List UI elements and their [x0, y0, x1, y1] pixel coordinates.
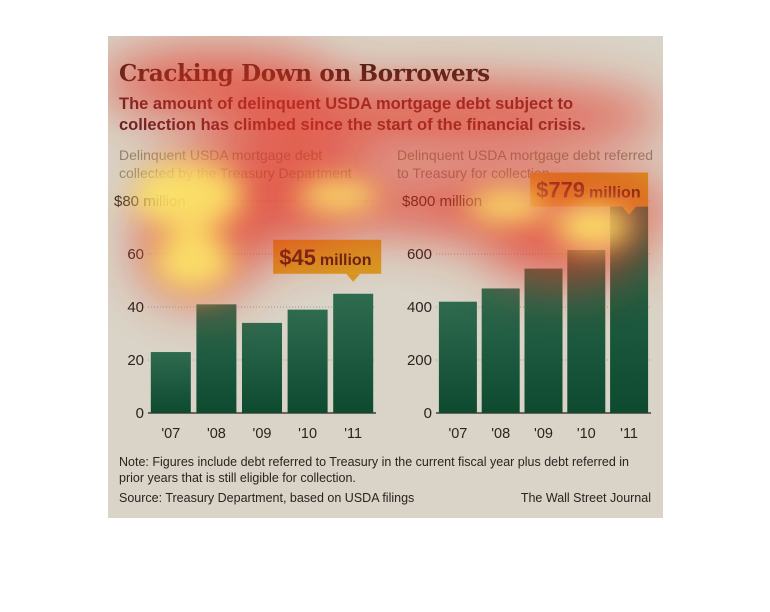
- y-tick-label: 20: [127, 352, 144, 369]
- x-tick-label: '08: [207, 426, 226, 442]
- x-tick-label: '08: [491, 426, 510, 442]
- chart-card: Cracking Down on Borrowers The amount of…: [108, 36, 663, 518]
- y-tick-label: $80 million: [114, 193, 186, 210]
- x-tick-label: '09: [534, 426, 553, 442]
- x-tick-label: '09: [253, 426, 272, 442]
- publisher-credit: The Wall Street Journal: [520, 491, 651, 505]
- y-tick-label: 200: [407, 352, 432, 369]
- y-tick-label: 60: [127, 246, 144, 263]
- bar: [481, 288, 520, 413]
- bar: [196, 304, 237, 413]
- y-tick-label: 600: [407, 246, 432, 263]
- y-tick-label: 40: [127, 299, 144, 316]
- bar: [524, 268, 563, 413]
- x-tick-label: '10: [577, 426, 596, 442]
- bar: [333, 293, 374, 413]
- x-tick-label: '07: [448, 426, 467, 442]
- right-chart: $800 million6004002000'07'08'09'10'11$77…: [402, 172, 651, 442]
- x-tick-label: '10: [298, 426, 317, 442]
- footnote: Note: Figures include debt referred to T…: [119, 455, 629, 485]
- y-tick-label: $800 million: [402, 193, 482, 210]
- x-tick-label: '11: [620, 426, 638, 442]
- x-tick-label: '11: [344, 426, 362, 442]
- y-tick-label: 400: [407, 299, 432, 316]
- bar: [567, 250, 606, 413]
- x-tick-label: '07: [161, 426, 180, 442]
- y-tick-label: 0: [136, 405, 144, 422]
- y-tick-label: 0: [424, 405, 432, 422]
- bar: [287, 309, 328, 413]
- bar: [610, 206, 649, 413]
- bar: [242, 322, 282, 413]
- source-line: Source: Treasury Department, based on US…: [119, 491, 415, 505]
- callout-pointer: [346, 273, 361, 282]
- bar: [150, 352, 191, 413]
- bar: [438, 301, 477, 413]
